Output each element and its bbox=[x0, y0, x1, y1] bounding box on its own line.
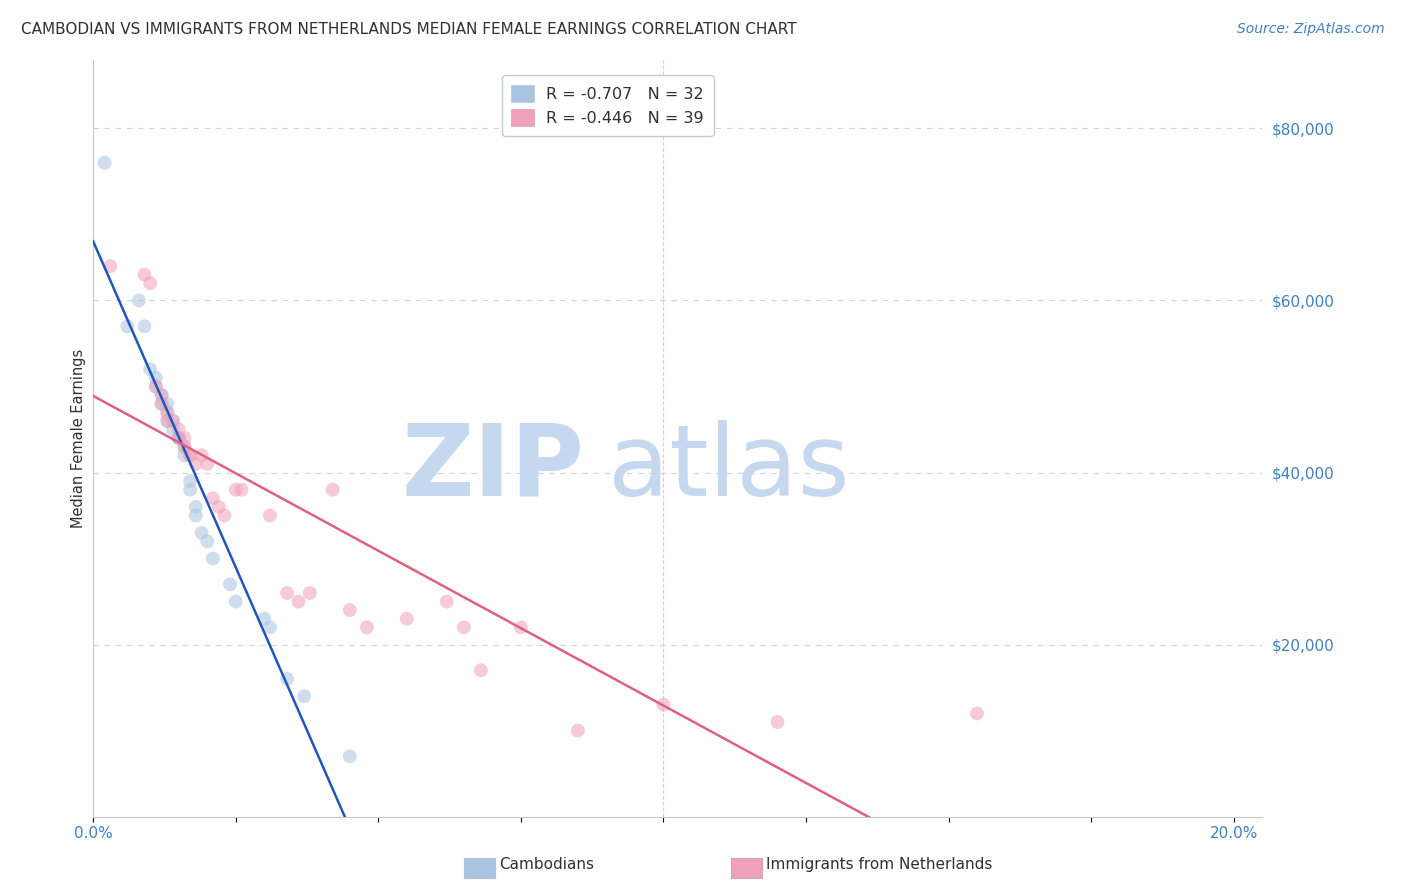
Point bbox=[214, 508, 236, 523]
Point bbox=[162, 414, 184, 428]
Text: Source: ZipAtlas.com: Source: ZipAtlas.com bbox=[1237, 22, 1385, 37]
Point bbox=[184, 457, 207, 471]
Point bbox=[167, 431, 190, 445]
Point bbox=[150, 388, 173, 402]
Point bbox=[173, 448, 195, 462]
Point bbox=[339, 603, 361, 617]
Text: ZIP: ZIP bbox=[401, 420, 583, 516]
Point bbox=[184, 508, 207, 523]
Point bbox=[470, 664, 492, 678]
Point bbox=[145, 379, 167, 393]
Point bbox=[356, 620, 378, 634]
Point bbox=[134, 268, 156, 282]
Text: Immigrants from Netherlands: Immigrants from Netherlands bbox=[766, 857, 993, 872]
Point bbox=[145, 379, 167, 393]
Text: CAMBODIAN VS IMMIGRANTS FROM NETHERLANDS MEDIAN FEMALE EARNINGS CORRELATION CHAR: CAMBODIAN VS IMMIGRANTS FROM NETHERLANDS… bbox=[21, 22, 797, 37]
Point bbox=[766, 714, 789, 729]
Point bbox=[231, 483, 253, 497]
Point bbox=[253, 612, 276, 626]
Point bbox=[173, 431, 195, 445]
Point bbox=[150, 397, 173, 411]
Legend: R = -0.707   N = 32, R = -0.446   N = 39: R = -0.707 N = 32, R = -0.446 N = 39 bbox=[502, 75, 713, 136]
Point bbox=[567, 723, 589, 738]
Point bbox=[201, 551, 224, 566]
Point bbox=[173, 440, 195, 454]
Point bbox=[225, 483, 247, 497]
Point bbox=[339, 749, 361, 764]
Point bbox=[453, 620, 475, 634]
Point bbox=[436, 594, 458, 608]
Point bbox=[179, 448, 201, 462]
Point bbox=[167, 422, 190, 436]
Point bbox=[509, 620, 531, 634]
Point bbox=[179, 448, 201, 462]
Point bbox=[139, 277, 162, 291]
Point bbox=[156, 405, 179, 419]
Point bbox=[93, 156, 115, 170]
Text: atlas: atlas bbox=[607, 420, 849, 516]
Point bbox=[190, 525, 212, 540]
Text: Cambodians: Cambodians bbox=[499, 857, 595, 872]
Point bbox=[139, 362, 162, 376]
Point bbox=[276, 586, 298, 600]
Point bbox=[184, 500, 207, 514]
Point bbox=[145, 371, 167, 385]
Point bbox=[150, 388, 173, 402]
Point bbox=[162, 422, 184, 436]
Point bbox=[173, 440, 195, 454]
Point bbox=[195, 457, 218, 471]
Point bbox=[395, 612, 418, 626]
Point bbox=[298, 586, 321, 600]
Point bbox=[150, 397, 173, 411]
Point bbox=[162, 414, 184, 428]
Point bbox=[190, 448, 212, 462]
Point bbox=[117, 319, 139, 334]
Point bbox=[287, 594, 309, 608]
Point bbox=[156, 414, 179, 428]
Point bbox=[179, 483, 201, 497]
Point bbox=[322, 483, 344, 497]
Point bbox=[259, 508, 281, 523]
Point bbox=[276, 672, 298, 686]
Point bbox=[156, 397, 179, 411]
Point bbox=[134, 319, 156, 334]
Point bbox=[167, 431, 190, 445]
Point bbox=[195, 534, 218, 549]
Point bbox=[225, 594, 247, 608]
Point bbox=[652, 698, 675, 712]
Point bbox=[179, 474, 201, 488]
Point bbox=[167, 431, 190, 445]
Point bbox=[219, 577, 242, 591]
Point bbox=[128, 293, 150, 308]
Point bbox=[156, 414, 179, 428]
Point bbox=[98, 259, 121, 273]
Point bbox=[292, 689, 315, 703]
Point bbox=[201, 491, 224, 506]
Point bbox=[208, 500, 231, 514]
Point bbox=[966, 706, 988, 721]
Point bbox=[259, 620, 281, 634]
Point bbox=[156, 405, 179, 419]
Y-axis label: Median Female Earnings: Median Female Earnings bbox=[72, 349, 86, 528]
